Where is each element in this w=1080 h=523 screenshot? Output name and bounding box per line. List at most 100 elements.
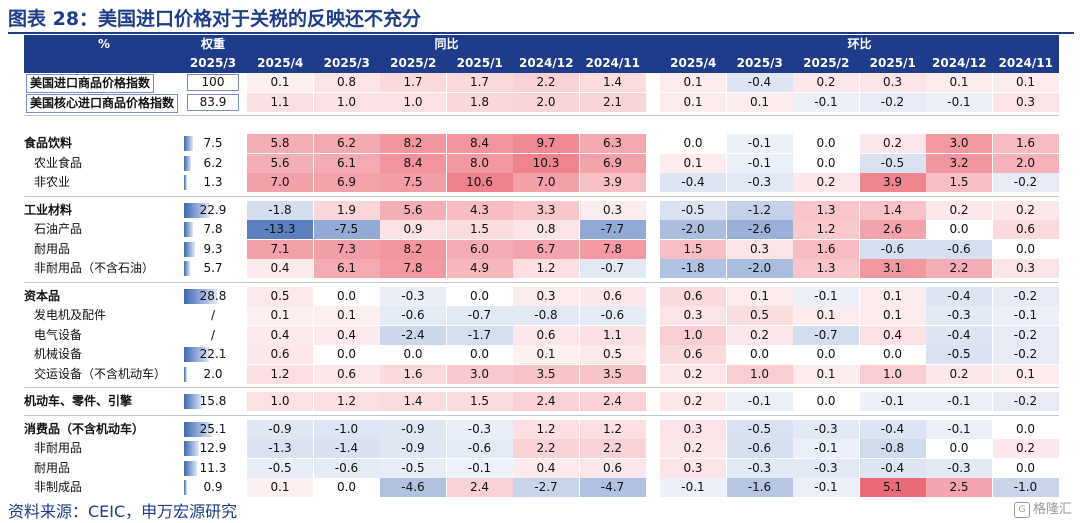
mom-cell: -0.2 (992, 392, 1059, 411)
yoy-cell: -0.9 (380, 439, 446, 458)
weight-cell: 12.9 (184, 439, 242, 458)
mom-cell: 0.1 (793, 306, 859, 325)
yoy-cell: -13.3 (247, 220, 313, 239)
weight-cell: 22.1 (184, 345, 242, 364)
mom-cell: -2.0 (660, 220, 726, 239)
yoy-cell: 7.8 (380, 259, 446, 278)
yoy-cell: 6.7 (513, 239, 579, 259)
table-row: 工业材料 22.9 -1.8 1.9 5.6 4.3 3.3 0.3 -0.5 -1.2 1.3 1.… (24, 200, 1059, 220)
mom-cell: 2.0 (992, 153, 1059, 173)
yoy-month-header: 2024/11 (585, 56, 640, 70)
table-row: 机动车、零件、引擎 15.8 1.0 1.2 1.4 1.5 2.4 2.4 0.2 -0.1 0.… (24, 392, 1059, 411)
mom-month-header: 2025/2 (803, 56, 850, 70)
row-label: 发电机及配件 (34, 308, 107, 322)
watermark-text: 格隆汇 (1032, 502, 1072, 517)
mom-cell: 0.0 (949, 222, 969, 236)
weight-value: 12.9 (199, 441, 227, 455)
yoy-cell: -0.9 (247, 419, 313, 439)
weight-bar (184, 366, 187, 382)
yoy-cell: 0.3 (579, 200, 646, 220)
mom-cell: 0.1 (793, 364, 859, 384)
mom-cell: 1.0 (859, 364, 926, 384)
yoy-cell: 8.2 (380, 134, 446, 153)
yoy-cell: 0.8 (513, 220, 579, 239)
yoy-cell: -1.4 (313, 439, 380, 458)
mom-cell: 0.1 (726, 286, 793, 306)
yoy-cell: 2.2 (513, 73, 579, 92)
weight-bar (184, 480, 187, 495)
yoy-cell: 1.7 (380, 73, 446, 92)
mom-cell: 0.0 (1015, 421, 1036, 436)
yoy-cell: 1.5 (446, 392, 513, 411)
table-row: 非耐用品（不含石油） 5.7 0.4 6.1 7.8 4.9 1.2 -0.7 -1.8 -2.0… (24, 259, 1059, 278)
yoy-cell: -0.1 (446, 458, 513, 478)
yoy-cell: -0.6 (313, 458, 380, 478)
yoy-cell: -0.6 (579, 306, 646, 325)
mom-cell: 0.0 (749, 347, 770, 361)
yoy-cell: 0.1 (313, 306, 380, 325)
mom-cell: 1.3 (793, 259, 859, 278)
yoy-cell: 0.6 (513, 325, 579, 345)
mom-cell: 1.5 (660, 239, 726, 259)
weight-cell: 9.3 (184, 240, 242, 259)
header-row-2: 2025/3 2025/4 2025/3 2025/2 2025/1 2024/12 20… (24, 54, 1059, 73)
mom-month-header: 2024/12 (932, 56, 987, 70)
row-label: 非制成品 (34, 480, 83, 494)
mom-cell: 0.6 (660, 286, 726, 306)
weight-cell: 0.9 (184, 478, 242, 497)
weight-cell: 100 (184, 73, 242, 92)
yoy-cell: 0.1 (247, 306, 313, 325)
yoy-cell: 1.7 (446, 73, 513, 92)
mom-cell: 0.2 (926, 364, 992, 384)
weight-value: / (210, 308, 216, 322)
mom-cell: 1.3 (793, 200, 859, 220)
yoy-cell: 5.6 (380, 200, 446, 220)
mom-cell: -0.3 (793, 419, 859, 439)
mom-cell: -0.2 (859, 92, 926, 112)
weight-value: 22.1 (199, 347, 227, 361)
mom-cell: 3.1 (859, 259, 926, 278)
yoy-cell: 0.3 (513, 286, 579, 306)
weight-cell: 15.8 (184, 392, 242, 411)
weight-value: 100 (187, 74, 239, 91)
yoy-cell: 7.5 (380, 173, 446, 192)
yoy-cell: 3.3 (513, 200, 579, 220)
yoy-cell: 1.6 (380, 364, 446, 384)
yoy-cell: 0.1 (513, 345, 579, 364)
yoy-cell: 7.3 (313, 239, 380, 259)
mom-cell: 0.5 (726, 306, 793, 325)
yoy-cell: 0.4 (247, 325, 313, 345)
yoy-cell: 0.0 (336, 480, 357, 494)
mom-cell: -0.4 (726, 73, 793, 92)
mom-cell: -0.4 (926, 325, 992, 345)
mom-cell: 0.3 (859, 73, 926, 92)
mom-cell: 1.0 (660, 325, 726, 345)
weight-value: 25.1 (199, 421, 227, 436)
mom-cell: -0.6 (859, 239, 926, 259)
yoy-cell: 0.5 (247, 286, 313, 306)
mom-cell: 0.2 (660, 439, 726, 458)
mom-cell: 2.5 (926, 478, 992, 497)
yoy-cell: 0.6 (579, 458, 646, 478)
weight-value: 7.5 (203, 136, 223, 150)
weight-cell: 25.1 (184, 420, 242, 439)
mom-cell: 0.6 (660, 345, 726, 364)
weight-cell: / (184, 326, 242, 345)
mom-cell: -1.2 (726, 200, 793, 220)
mom-cell: -0.4 (926, 286, 992, 306)
mom-cell: 3.0 (926, 134, 992, 153)
yoy-month-header: 2024/12 (519, 56, 574, 70)
row-label: 食品饮料 (24, 136, 73, 150)
yoy-cell: -0.3 (446, 419, 513, 439)
mom-cell: 0.3 (726, 239, 793, 259)
yoy-cell: 5.8 (247, 134, 313, 153)
yoy-cell: 10.6 (446, 173, 513, 192)
yoy-cell: 6.1 (313, 259, 380, 278)
yoy-cell: 2.1 (579, 92, 646, 112)
table-row: 耐用品 11.3 -0.5 -0.6 -0.5 -0.1 0.4 0.6 0.3 -0.3 -0.3… (24, 458, 1059, 478)
mom-cell: 0.1 (992, 364, 1059, 384)
table-row: 石油产品 7.8 -13.3 -7.5 0.9 1.5 0.8 -7.7 -2.0 -2.6 1.2… (24, 220, 1059, 239)
weight-bar (184, 288, 217, 304)
row-label: 消费品（不含机动车） (24, 421, 145, 436)
group-separator (24, 387, 1059, 388)
